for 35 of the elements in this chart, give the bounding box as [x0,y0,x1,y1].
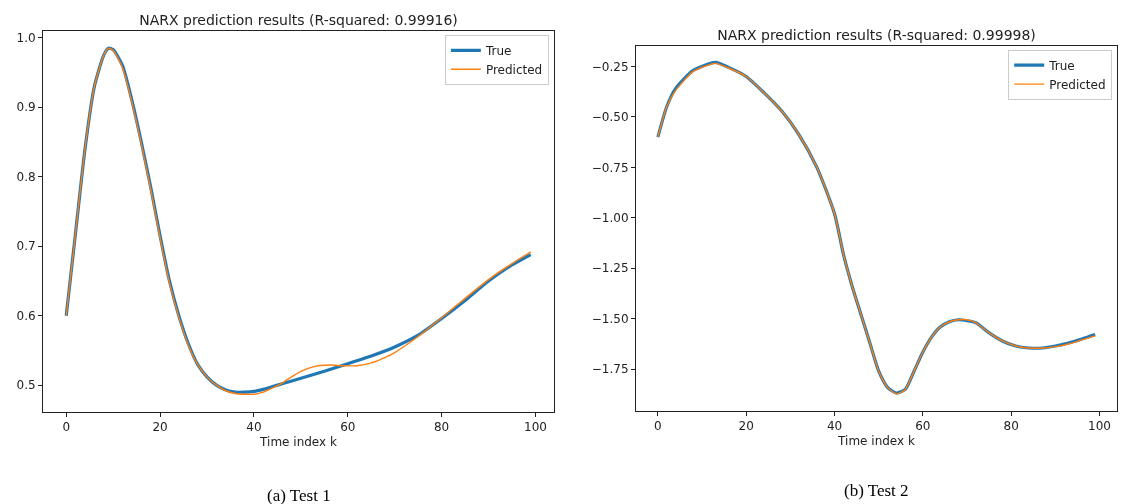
y-tick-label: −1.75 [591,362,629,377]
text: (a) Test 1 [267,486,331,504]
x-tick-label: 20 [152,420,168,435]
x-tick-label: 0 [62,420,71,435]
y-tick-label: 0.8 [16,169,36,184]
y-tick-label: −0.50 [591,110,629,125]
x-tick-label: 80 [433,420,450,435]
y-tick-label: 0.5 [16,378,36,393]
chart-title: NARX prediction results (R-squared: 0.99998) [717,27,1036,43]
y-tick-label: −0.75 [591,160,629,175]
y-tick-label: −0.25 [591,59,629,74]
y-tick-label: 1.0 [16,31,36,46]
legend-label: Predicted [1049,77,1106,92]
x-axis-title: Time index k [259,435,337,450]
y-tick-label: −1.50 [591,311,629,326]
x-tick-label: 60 [915,419,931,434]
legend-label: Predicted [485,62,543,77]
y-tick-label: −1.00 [591,211,629,225]
text: (b) Test 2 [844,481,909,500]
x-tick-label: 60 [340,420,356,435]
y-tick-label: 0.9 [16,100,36,115]
y-tick-label: 0.6 [16,308,36,323]
x-tick-label: 40 [826,419,843,434]
x-tick-label: 100 [1088,419,1111,434]
y-tick-label: 0.7 [16,239,36,254]
legend-label: True [484,43,512,58]
legend-label: True [1048,58,1075,73]
x-tick-label: 20 [738,419,754,434]
x-tick-label: 40 [246,420,262,435]
x-tick-label: 100 [524,420,547,435]
chart-title: NARX prediction results (R-squared: 0.99916) [139,12,458,28]
x-tick-label: 0 [654,419,662,434]
x-axis-title: Time index k [837,434,915,449]
y-tick-label: −1.25 [591,261,629,276]
x-tick-label: 80 [1003,419,1019,434]
